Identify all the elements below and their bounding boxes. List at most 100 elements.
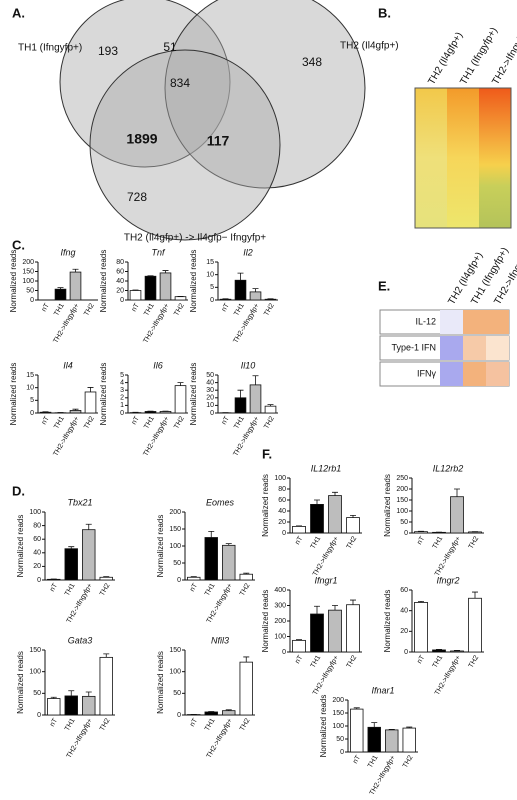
- set-label: TH2 (Il4gfp+): [340, 41, 399, 52]
- x-tick-label: nT: [294, 535, 305, 546]
- y-tick-label: 80: [33, 522, 41, 529]
- error-bar: [222, 298, 229, 300]
- y-tick-label: 10: [206, 272, 214, 279]
- y-tick-label: 150: [29, 647, 41, 654]
- heatmap-cell: [440, 362, 463, 386]
- y-tick-label: 0: [177, 577, 181, 584]
- venn-circle: [89, 49, 281, 241]
- y-tick-label: 0: [177, 712, 181, 719]
- y-axis-label: Normalized reads: [383, 590, 392, 653]
- chart-title: Tbx21: [67, 497, 92, 507]
- bar: [249, 291, 262, 301]
- x-tick-label: TH2: [263, 415, 276, 430]
- x-tick-label: nT: [416, 535, 427, 546]
- heatmap-cell: [486, 336, 509, 360]
- x-tick-label: TH2: [263, 302, 276, 317]
- y-tick-label: 0: [30, 410, 34, 417]
- error-bar: [454, 650, 460, 651]
- x-tick-label: TH1: [233, 302, 246, 317]
- y-tick-label: 100: [274, 475, 286, 482]
- error-bar: [472, 591, 478, 599]
- error-bar: [243, 656, 250, 663]
- chart-title: Ifngr2: [436, 575, 459, 585]
- y-axis-label: Normalized reads: [16, 651, 25, 714]
- heatmap-frame: [414, 87, 512, 229]
- x-tick-label: nT: [189, 582, 200, 593]
- error-bar: [436, 649, 442, 650]
- bar: [159, 272, 172, 301]
- x-tick-label: nT: [352, 754, 363, 765]
- error-bar: [72, 408, 79, 411]
- y-tick-label: 200: [169, 509, 181, 516]
- error-bar: [418, 600, 424, 603]
- y-tick-label: 100: [169, 543, 181, 550]
- error-bar: [87, 387, 94, 392]
- y-tick-label: 5: [30, 397, 34, 404]
- error-bar: [237, 272, 244, 281]
- y-tick-label: 150: [22, 268, 34, 275]
- x-tick-label: TH2: [468, 654, 481, 669]
- y-tick-label: 150: [396, 497, 408, 504]
- venn-circle: [59, 0, 231, 168]
- error-bar: [267, 404, 274, 407]
- bar: [99, 656, 113, 716]
- bar: [54, 288, 67, 301]
- row-label: IFNγ: [417, 368, 436, 378]
- error-bar: [68, 690, 75, 696]
- x-tick-label: TH1: [367, 754, 380, 769]
- y-tick-label: 4: [120, 379, 124, 386]
- bar: [222, 544, 236, 581]
- venn: [59, 0, 366, 241]
- y-axis-label: Normalized reads: [99, 363, 108, 426]
- y-tick-label: 60: [116, 268, 124, 275]
- y-axis-label: Normalized reads: [9, 250, 18, 313]
- x-tick-label: nT: [221, 302, 232, 313]
- bar: [264, 405, 277, 414]
- y-tick-label: 20: [33, 563, 41, 570]
- y-tick-label: 20: [278, 519, 286, 526]
- region-count: 51: [163, 40, 177, 54]
- bar: [468, 597, 482, 653]
- x-tick-label: TH1: [233, 415, 246, 430]
- x-tick-label: nT: [189, 717, 200, 728]
- error-bar: [237, 389, 244, 398]
- bar: [69, 410, 82, 414]
- chart-title: Il4: [63, 360, 73, 370]
- error-bar: [50, 696, 57, 699]
- error-bar: [177, 382, 184, 386]
- y-tick-label: 50: [400, 519, 408, 526]
- bar: [328, 609, 342, 653]
- heatmap-cell: [463, 336, 486, 360]
- y-tick-label: 100: [29, 669, 41, 676]
- heatmap-cell: [486, 310, 509, 334]
- y-tick-label: 60: [400, 587, 408, 594]
- y-tick-label: 40: [116, 278, 124, 285]
- bar: [99, 576, 113, 581]
- error-bar: [190, 576, 197, 578]
- y-axis-label: Normalized reads: [99, 250, 108, 313]
- panel-label: B.: [378, 5, 391, 20]
- x-tick-label: TH2: [173, 302, 186, 317]
- bar: [239, 573, 253, 581]
- bar: [249, 384, 262, 414]
- heatmap-cell: [486, 362, 509, 386]
- y-tick-label: 15: [206, 259, 214, 266]
- x-tick-label: nT: [41, 415, 52, 426]
- error-bar: [332, 605, 338, 611]
- x-tick-label: nT: [41, 302, 52, 313]
- y-tick-label: 50: [173, 690, 181, 697]
- error-bar: [68, 546, 75, 549]
- error-bar: [267, 298, 274, 300]
- error-bar: [57, 287, 64, 290]
- error-bar: [296, 525, 302, 527]
- y-tick-label: 60: [278, 497, 286, 504]
- y-tick-label: 0: [404, 649, 408, 656]
- y-axis-label: Normalized reads: [383, 474, 392, 537]
- y-tick-label: 0: [340, 749, 344, 756]
- chart-title: Gata3: [68, 635, 93, 645]
- bar: [292, 526, 306, 534]
- row-label: IL-12: [415, 316, 436, 326]
- bar: [414, 602, 428, 653]
- x-tick-label: TH1: [143, 302, 156, 317]
- error-bar: [252, 375, 259, 385]
